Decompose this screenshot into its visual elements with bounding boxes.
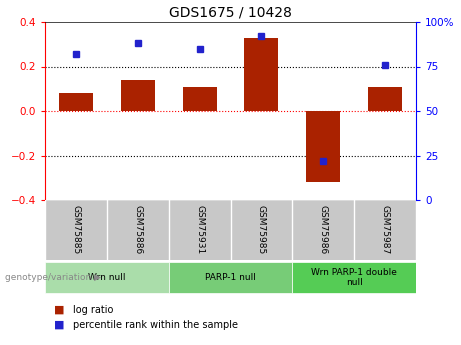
Text: PARP-1 null: PARP-1 null <box>205 273 256 282</box>
Text: GSM75986: GSM75986 <box>319 205 328 254</box>
Text: GSM75931: GSM75931 <box>195 205 204 254</box>
Text: ■: ■ <box>54 320 65 330</box>
Text: GSM75987: GSM75987 <box>381 205 390 254</box>
Text: GSM75886: GSM75886 <box>133 205 142 254</box>
Text: Wrn null: Wrn null <box>88 273 125 282</box>
Text: genotype/variation ▶: genotype/variation ▶ <box>5 273 100 282</box>
Bar <box>354 200 416 260</box>
Bar <box>107 200 169 260</box>
Text: log ratio: log ratio <box>73 305 113 315</box>
Bar <box>45 262 169 293</box>
Bar <box>292 262 416 293</box>
Text: Wrn PARP-1 double
null: Wrn PARP-1 double null <box>311 268 397 287</box>
Text: ■: ■ <box>54 305 65 315</box>
Bar <box>121 80 155 111</box>
Bar <box>368 87 402 111</box>
Text: percentile rank within the sample: percentile rank within the sample <box>73 320 238 330</box>
Bar <box>230 200 292 260</box>
Bar <box>183 87 217 111</box>
Bar <box>306 111 340 182</box>
Bar <box>45 200 107 260</box>
Bar <box>292 200 354 260</box>
Text: GSM75985: GSM75985 <box>257 205 266 254</box>
Text: GDS1675 / 10428: GDS1675 / 10428 <box>169 5 292 19</box>
Bar <box>169 262 292 293</box>
Bar <box>169 200 230 260</box>
Bar <box>59 93 93 111</box>
Text: GSM75885: GSM75885 <box>71 205 80 254</box>
Bar <box>244 38 278 111</box>
